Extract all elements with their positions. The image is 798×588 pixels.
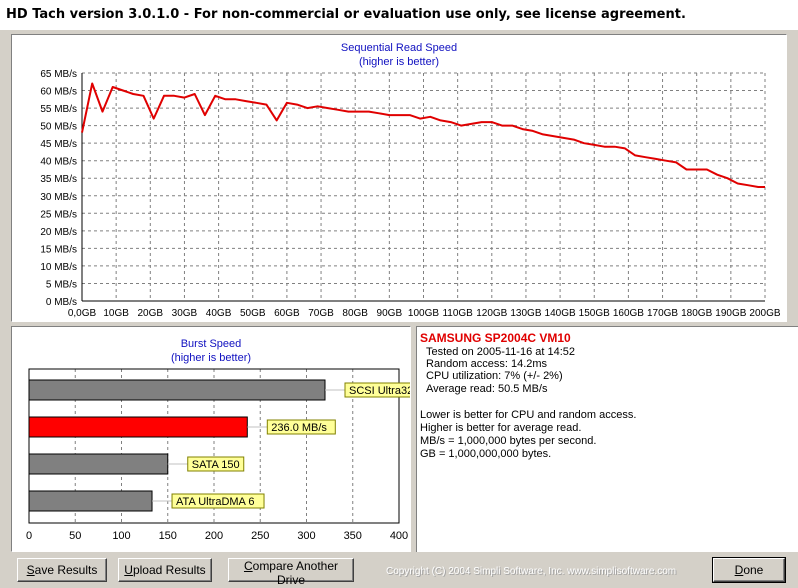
burst-bar-label: SATA 150 bbox=[192, 459, 240, 471]
burst-bar bbox=[28, 490, 153, 512]
read-x-tick-label: 90GB bbox=[377, 308, 403, 319]
read-x-tick-label: 110GB bbox=[442, 308, 473, 319]
read-chart-panel: Sequential Read Speed (higher is better)… bbox=[11, 34, 787, 322]
read-y-tick-label: 0 MB/s bbox=[46, 297, 77, 308]
read-y-tick-label: 50 MB/s bbox=[40, 122, 77, 133]
window-title: HD Tach version 3.0.1.0 - For non-commer… bbox=[6, 7, 686, 22]
burst-plot-frame bbox=[28, 368, 400, 524]
burst-bar bbox=[28, 453, 169, 475]
burst-x-tick-label: 250 bbox=[251, 530, 269, 542]
read-x-tick-label: 180GB bbox=[681, 308, 712, 319]
upload-results-button[interactable]: Upload Results bbox=[118, 558, 212, 582]
read-x-tick-label: 190GB bbox=[715, 308, 746, 319]
read-y-tick-label: 5 MB/s bbox=[46, 279, 77, 290]
read-x-tick-label: 130GB bbox=[510, 308, 541, 319]
burst-x-tick-label: 150 bbox=[159, 530, 177, 542]
burst-chart-panel: Burst Speed (higher is better) SCSI Ultr… bbox=[11, 326, 411, 552]
read-x-tick-label: 60GB bbox=[274, 308, 300, 319]
read-y-tick-label: 40 MB/s bbox=[40, 157, 77, 168]
read-x-tick-label: 140GB bbox=[545, 308, 576, 319]
burst-bar-label: SCSI Ultra320 bbox=[349, 385, 410, 397]
read-y-tick-label: 45 MB/s bbox=[40, 139, 77, 150]
read-x-tick-label: 200GB bbox=[749, 308, 780, 319]
burst-label-box bbox=[266, 419, 336, 435]
read-y-tick-label: 15 MB/s bbox=[40, 244, 77, 255]
burst-label-box bbox=[344, 382, 410, 398]
read-x-tick-label: 150GB bbox=[579, 308, 610, 319]
read-y-tick-label: 25 MB/s bbox=[40, 209, 77, 220]
burst-x-tick-label: 300 bbox=[297, 530, 315, 542]
compare-label: ompare Another Drive bbox=[252, 559, 339, 587]
burst-x-tick-label: 350 bbox=[344, 530, 362, 542]
read-chart-subtitle: (higher is better) bbox=[359, 56, 439, 68]
read-x-tick-label: 170GB bbox=[647, 308, 678, 319]
burst-x-tick-label: 50 bbox=[69, 530, 81, 542]
drive-name: SAMSUNG SP2004C VM10 bbox=[420, 331, 571, 345]
read-x-tick-label: 0,0GB bbox=[68, 308, 97, 319]
read-y-tick-label: 35 MB/s bbox=[40, 174, 77, 185]
burst-chart-subtitle: (higher is better) bbox=[171, 352, 251, 364]
read-y-tick-label: 20 MB/s bbox=[40, 227, 77, 238]
burst-x-tick-label: 100 bbox=[112, 530, 130, 542]
burst-bar-label: ATA UltraDMA 6 bbox=[176, 496, 254, 508]
burst-x-tick-label: 0 bbox=[26, 530, 32, 542]
read-y-tick-label: 30 MB/s bbox=[40, 192, 77, 203]
read-speed-line bbox=[81, 82, 765, 188]
note-cpu: Lower is better for CPU and random acces… bbox=[420, 409, 637, 421]
read-x-tick-label: 120GB bbox=[476, 308, 507, 319]
burst-x-tick-label: 200 bbox=[205, 530, 223, 542]
done-label: one bbox=[743, 563, 764, 577]
read-speed-chart: Sequential Read Speed (higher is better)… bbox=[40, 42, 781, 319]
read-x-tick-label: 40GB bbox=[206, 308, 232, 319]
compare-drive-button[interactable]: Compare Another Drive bbox=[228, 558, 354, 587]
copyright-text: Copyright (C) 2004 Simpli Software, Inc.… bbox=[386, 566, 677, 577]
cpu-utilization: CPU utilization: 7% (+/- 2%) bbox=[426, 370, 563, 382]
note-gb: GB = 1,000,000,000 bytes. bbox=[420, 448, 552, 460]
read-y-tick-label: 60 MB/s bbox=[40, 87, 77, 98]
read-x-tick-label: 80GB bbox=[342, 308, 368, 319]
burst-bar bbox=[28, 379, 326, 401]
title-bar: HD Tach version 3.0.1.0 - For non-commer… bbox=[0, 0, 798, 30]
burst-chart-title: Burst Speed bbox=[181, 338, 242, 350]
compare-hotkey: C bbox=[243, 559, 253, 573]
upload-label: pload Results bbox=[132, 563, 206, 577]
read-x-tick-label: 10GB bbox=[103, 308, 129, 319]
note-read: Higher is better for average read. bbox=[420, 422, 582, 434]
random-access: Random access: 14.2ms bbox=[426, 358, 548, 370]
done-hotkey: D bbox=[734, 563, 744, 577]
burst-label-box bbox=[171, 493, 265, 509]
tested-on: Tested on 2005-11-16 at 14:52 bbox=[426, 346, 576, 358]
burst-speed-chart: Burst Speed (higher is better) SCSI Ultr… bbox=[26, 338, 410, 542]
drive-info-panel: SAMSUNG SP2004C VM10 Tested on 2005-11-1… bbox=[416, 326, 798, 552]
read-x-tick-label: 30GB bbox=[172, 308, 198, 319]
read-y-tick-label: 55 MB/s bbox=[40, 104, 77, 115]
save-hotkey: S bbox=[26, 563, 35, 577]
save-label: ave Results bbox=[34, 563, 98, 577]
burst-x-tick-label: 400 bbox=[390, 530, 408, 542]
read-x-tick-label: 70GB bbox=[308, 308, 334, 319]
burst-label-box bbox=[187, 456, 245, 472]
average-read: Average read: 50.5 MB/s bbox=[426, 383, 548, 395]
burst-bar bbox=[28, 416, 248, 438]
read-x-tick-label: 20GB bbox=[138, 308, 164, 319]
save-results-button[interactable]: Save Results bbox=[17, 558, 107, 582]
read-x-tick-label: 100GB bbox=[408, 308, 439, 319]
burst-bar-label: 236.0 MB/s bbox=[271, 422, 327, 434]
read-x-tick-label: 160GB bbox=[613, 308, 644, 319]
read-x-tick-label: 50GB bbox=[240, 308, 266, 319]
upload-hotkey: U bbox=[124, 563, 133, 577]
read-y-tick-label: 10 MB/s bbox=[40, 262, 77, 273]
note-mbs: MB/s = 1,000,000 bytes per second. bbox=[420, 435, 597, 447]
read-chart-title: Sequential Read Speed bbox=[341, 42, 457, 54]
read-y-tick-label: 65 MB/s bbox=[40, 69, 77, 80]
done-button[interactable]: Done bbox=[712, 557, 786, 583]
